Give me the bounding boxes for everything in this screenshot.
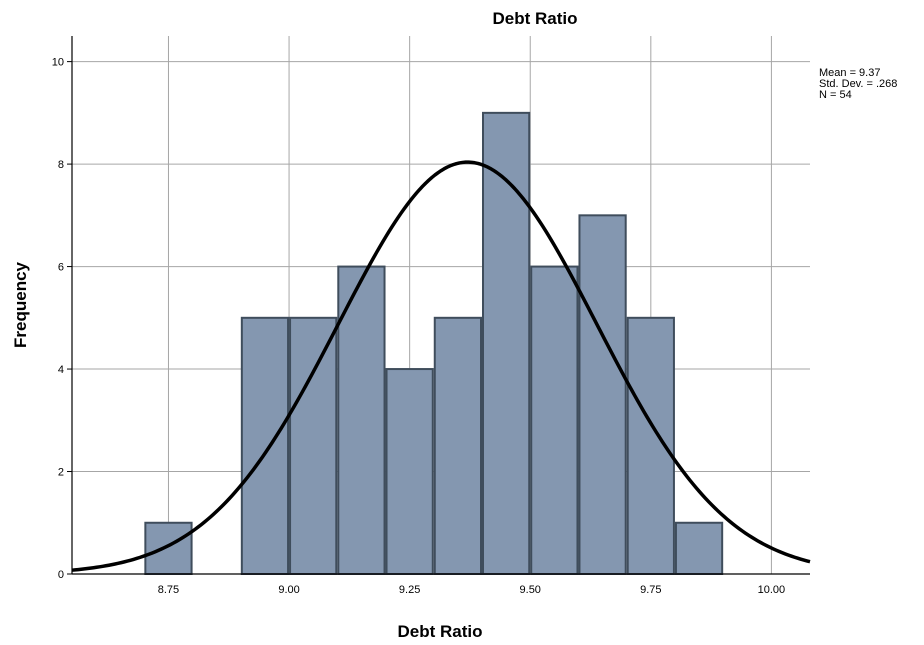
y-tick-label: 2 <box>58 467 64 479</box>
x-tick-label: 9.50 <box>520 584 541 596</box>
histogram-bar <box>530 265 579 575</box>
stats-legend-line: N = 54 <box>819 89 852 101</box>
histogram-bar <box>289 316 338 575</box>
x-tick-label: 9.25 <box>399 584 420 596</box>
tick-labels: 8.75 9.00 9.25 9.50 9.75 10.00 0 2 4 6 8 10 <box>52 57 785 596</box>
y-tick-label: 0 <box>58 569 64 581</box>
y-tick-label: 10 <box>52 57 64 69</box>
axes <box>67 36 810 575</box>
histogram-bar <box>674 521 724 575</box>
stats-legend-line: Std. Dev. = .268 <box>819 78 897 90</box>
x-tick-label: 9.75 <box>640 584 661 596</box>
grid <box>72 36 810 574</box>
histogram-bar <box>337 265 386 575</box>
histogram-bar <box>385 368 434 575</box>
bars <box>144 111 724 575</box>
histogram-bar <box>433 316 483 575</box>
y-tick-label: 4 <box>58 364 64 376</box>
x-tick-label: 10.00 <box>758 584 786 596</box>
x-axis-title: Debt Ratio <box>398 622 483 641</box>
normal-curve-layer <box>71 160 811 572</box>
y-axis-title: Frequency <box>11 261 30 348</box>
histogram-bar <box>144 521 193 575</box>
chart-title: Debt Ratio <box>493 9 578 28</box>
y-tick-label: 8 <box>58 159 64 171</box>
y-tick-label: 6 <box>58 262 64 274</box>
histogram-bar <box>482 111 531 575</box>
x-tick-label: 8.75 <box>158 584 179 596</box>
x-tick-label: 9.00 <box>278 584 299 596</box>
histogram-bar <box>240 316 290 575</box>
histogram-bar <box>626 316 675 575</box>
normal-curve <box>71 160 811 572</box>
stats-legend-line: Mean = 9.37 <box>819 67 880 79</box>
histogram-bar <box>578 214 627 575</box>
